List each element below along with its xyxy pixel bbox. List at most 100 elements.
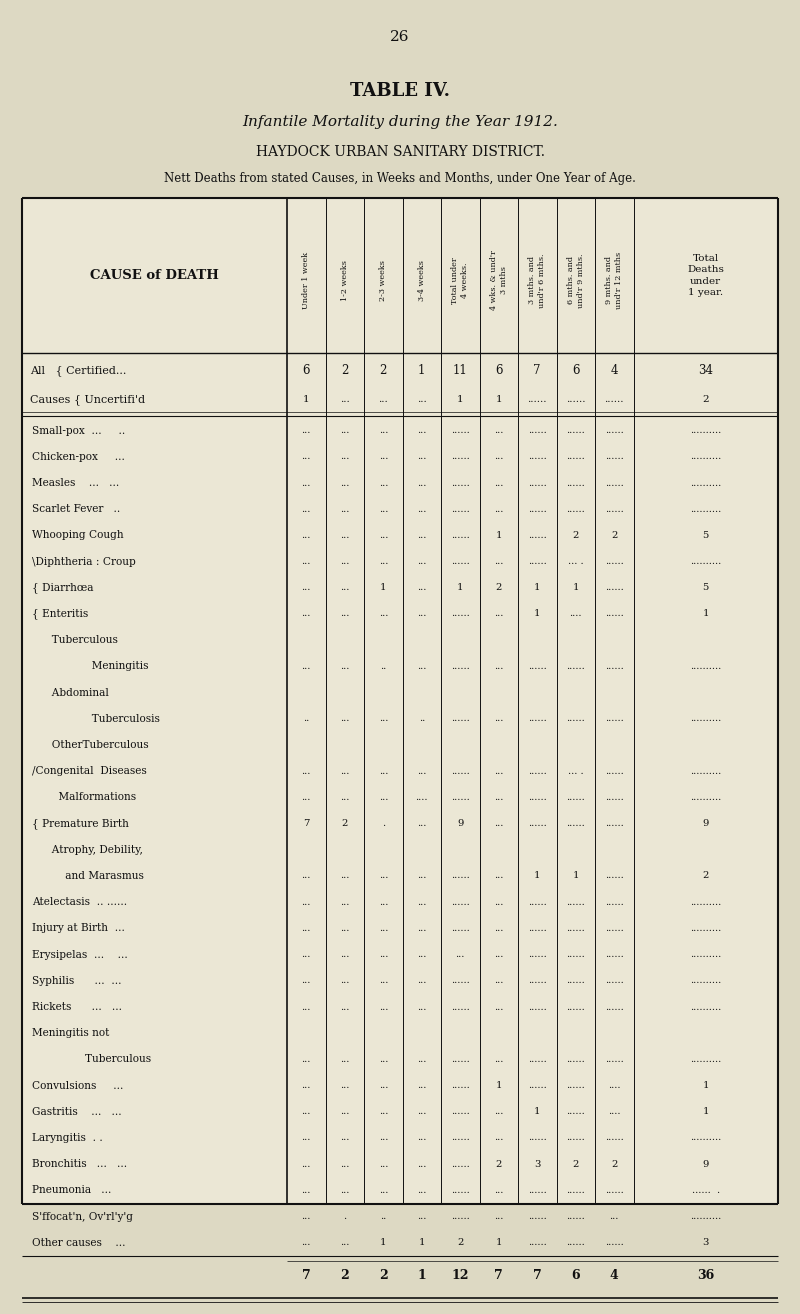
Text: 6: 6 bbox=[572, 364, 579, 377]
Text: ......: ...... bbox=[605, 505, 624, 514]
Text: ......: ...... bbox=[605, 1003, 624, 1012]
Text: ...: ... bbox=[378, 792, 388, 802]
Text: ......: ...... bbox=[528, 662, 546, 671]
Text: ......: ...... bbox=[528, 1238, 546, 1247]
Text: ...: ... bbox=[302, 1238, 311, 1247]
Text: ......: ...... bbox=[451, 766, 470, 775]
Text: ..........: .......... bbox=[690, 478, 722, 487]
Text: ......: ...... bbox=[528, 478, 546, 487]
Bar bbox=[22, 198, 778, 1204]
Text: ...: ... bbox=[378, 452, 388, 461]
Text: ...: ... bbox=[417, 1108, 426, 1117]
Text: ...: ... bbox=[340, 557, 350, 566]
Text: Tuberculosis: Tuberculosis bbox=[58, 714, 160, 724]
Text: 1: 1 bbox=[534, 871, 541, 880]
Text: ...: ... bbox=[302, 452, 311, 461]
Text: ...: ... bbox=[302, 792, 311, 802]
Text: ......: ...... bbox=[605, 557, 624, 566]
Text: ......: ...... bbox=[566, 792, 585, 802]
Text: ......: ...... bbox=[451, 715, 470, 723]
Text: ..........: .......... bbox=[690, 1055, 722, 1064]
Text: 12: 12 bbox=[451, 1269, 469, 1282]
Text: Syphilis      ...  ...: Syphilis ... ... bbox=[32, 976, 122, 986]
Text: ..........: .......... bbox=[690, 950, 722, 959]
Text: ...: ... bbox=[417, 924, 426, 933]
Text: 1: 1 bbox=[573, 871, 579, 880]
Text: ...: ... bbox=[417, 819, 426, 828]
Text: 1: 1 bbox=[418, 1238, 425, 1247]
Text: All   { Certified...: All { Certified... bbox=[30, 365, 126, 376]
Text: ..........: .......... bbox=[690, 426, 722, 435]
Text: ......: ...... bbox=[605, 426, 624, 435]
Text: ...: ... bbox=[378, 1081, 388, 1091]
Text: ..........: .......... bbox=[690, 662, 722, 671]
Text: Under 1 week: Under 1 week bbox=[302, 252, 310, 309]
Text: ...: ... bbox=[302, 1108, 311, 1117]
Text: 5: 5 bbox=[702, 531, 709, 540]
Text: ..: .. bbox=[380, 662, 386, 671]
Text: ......: ...... bbox=[528, 819, 546, 828]
Text: ...: ... bbox=[302, 505, 311, 514]
Text: Bronchitis   ...   ...: Bronchitis ... ... bbox=[32, 1159, 127, 1169]
Text: ......: ...... bbox=[451, 1108, 470, 1117]
Text: 2: 2 bbox=[495, 583, 502, 593]
Text: ....: .... bbox=[570, 610, 582, 619]
Text: ...: ... bbox=[302, 1134, 311, 1142]
Text: ......: ...... bbox=[451, 452, 470, 461]
Text: ...: ... bbox=[494, 1187, 503, 1194]
Text: ...: ... bbox=[302, 1160, 311, 1168]
Text: ...: ... bbox=[378, 505, 388, 514]
Text: ...: ... bbox=[494, 557, 503, 566]
Text: ...: ... bbox=[340, 1108, 350, 1117]
Text: 1: 1 bbox=[534, 583, 541, 593]
Text: ......: ...... bbox=[451, 1081, 470, 1091]
Text: ...: ... bbox=[417, 1134, 426, 1142]
Text: ......: ...... bbox=[528, 505, 546, 514]
Text: 2: 2 bbox=[573, 531, 579, 540]
Text: ...: ... bbox=[302, 426, 311, 435]
Text: 4 wks. & und'r
3 mths: 4 wks. & und'r 3 mths bbox=[490, 251, 508, 310]
Text: 6: 6 bbox=[571, 1269, 580, 1282]
Text: ......: ...... bbox=[605, 950, 624, 959]
Text: ......: ...... bbox=[605, 792, 624, 802]
Text: ...: ... bbox=[340, 452, 350, 461]
Text: Pneumonia   ...: Pneumonia ... bbox=[32, 1185, 111, 1196]
Text: Convulsions     ...: Convulsions ... bbox=[32, 1080, 123, 1091]
Text: ...: ... bbox=[417, 766, 426, 775]
Text: ...: ... bbox=[417, 1081, 426, 1091]
Text: 4: 4 bbox=[610, 364, 618, 377]
Text: ..........: .......... bbox=[690, 452, 722, 461]
Text: 1: 1 bbox=[702, 610, 709, 619]
Text: ..........: .......... bbox=[690, 1134, 722, 1142]
Text: Meningitis not: Meningitis not bbox=[32, 1028, 110, 1038]
Text: ......: ...... bbox=[566, 1238, 585, 1247]
Text: ...: ... bbox=[378, 715, 388, 723]
Text: 6: 6 bbox=[302, 364, 310, 377]
Text: ...: ... bbox=[302, 478, 311, 487]
Text: 9: 9 bbox=[702, 819, 709, 828]
Text: ......: ...... bbox=[566, 1134, 585, 1142]
Text: ...: ... bbox=[340, 792, 350, 802]
Text: ......: ...... bbox=[605, 1238, 624, 1247]
Text: ...: ... bbox=[378, 1108, 388, 1117]
Text: ...: ... bbox=[340, 396, 350, 403]
Text: ......: ...... bbox=[605, 819, 624, 828]
Text: ......: ...... bbox=[451, 662, 470, 671]
Text: ......: ...... bbox=[605, 766, 624, 775]
Text: ...: ... bbox=[494, 897, 503, 907]
Text: ...: ... bbox=[340, 610, 350, 619]
Text: Meningitis: Meningitis bbox=[58, 661, 149, 671]
Text: HAYDOCK URBAN SANITARY DISTRICT.: HAYDOCK URBAN SANITARY DISTRICT. bbox=[255, 145, 545, 159]
Text: 1: 1 bbox=[418, 1269, 426, 1282]
Text: ......: ...... bbox=[566, 505, 585, 514]
Text: ...: ... bbox=[378, 897, 388, 907]
Text: ...: ... bbox=[417, 452, 426, 461]
Text: Infantile Mortality during the Year 1912.: Infantile Mortality during the Year 1912… bbox=[242, 116, 558, 129]
Text: ......: ...... bbox=[566, 426, 585, 435]
Text: ....: .... bbox=[415, 792, 428, 802]
Text: Total
Deaths
under
1 year.: Total Deaths under 1 year. bbox=[687, 255, 724, 297]
Text: ...: ... bbox=[340, 478, 350, 487]
Text: ......: ...... bbox=[528, 1081, 546, 1091]
Text: ...: ... bbox=[302, 1187, 311, 1194]
Text: ...: ... bbox=[378, 1160, 388, 1168]
